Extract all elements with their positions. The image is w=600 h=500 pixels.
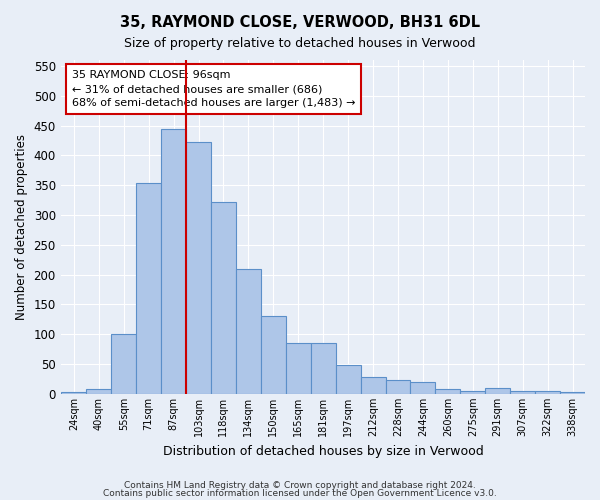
X-axis label: Distribution of detached houses by size in Verwood: Distribution of detached houses by size … bbox=[163, 444, 484, 458]
Bar bbox=[236, 268, 261, 394]
Bar bbox=[335, 364, 361, 394]
Bar bbox=[161, 128, 186, 394]
Bar bbox=[460, 391, 485, 394]
Bar bbox=[510, 391, 535, 394]
Bar bbox=[261, 316, 286, 394]
Bar bbox=[186, 142, 211, 394]
Bar bbox=[86, 389, 111, 394]
Bar bbox=[560, 392, 585, 394]
Bar bbox=[61, 392, 86, 394]
Bar bbox=[311, 343, 335, 394]
Bar bbox=[111, 334, 136, 394]
Bar bbox=[386, 380, 410, 394]
Bar bbox=[136, 183, 161, 394]
Bar bbox=[211, 202, 236, 394]
Text: Size of property relative to detached houses in Verwood: Size of property relative to detached ho… bbox=[124, 38, 476, 51]
Text: 35 RAYMOND CLOSE: 96sqm
← 31% of detached houses are smaller (686)
68% of semi-d: 35 RAYMOND CLOSE: 96sqm ← 31% of detache… bbox=[72, 70, 355, 108]
Bar bbox=[485, 388, 510, 394]
Bar bbox=[410, 382, 436, 394]
Text: Contains public sector information licensed under the Open Government Licence v3: Contains public sector information licen… bbox=[103, 489, 497, 498]
Y-axis label: Number of detached properties: Number of detached properties bbox=[15, 134, 28, 320]
Text: Contains HM Land Registry data © Crown copyright and database right 2024.: Contains HM Land Registry data © Crown c… bbox=[124, 480, 476, 490]
Bar bbox=[436, 389, 460, 394]
Bar bbox=[535, 391, 560, 394]
Bar bbox=[361, 377, 386, 394]
Text: 35, RAYMOND CLOSE, VERWOOD, BH31 6DL: 35, RAYMOND CLOSE, VERWOOD, BH31 6DL bbox=[120, 15, 480, 30]
Bar bbox=[286, 343, 311, 394]
